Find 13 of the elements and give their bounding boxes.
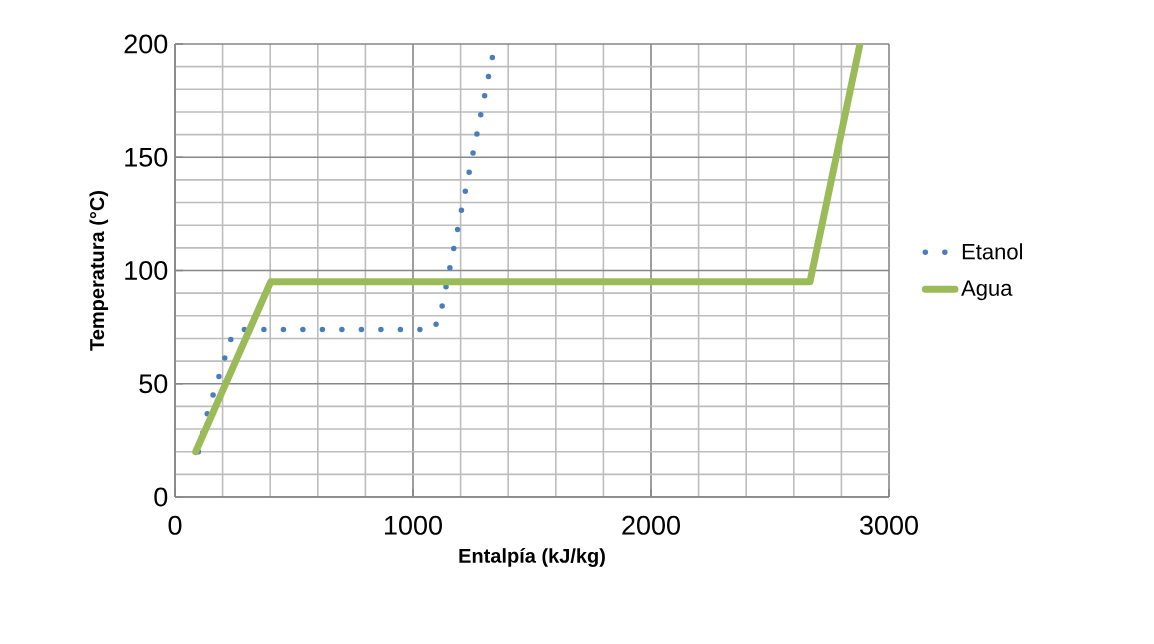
legend-label: Etanol: [962, 243, 1022, 260]
y-tick-label: 0: [154, 487, 168, 507]
x-axis-title: Entalpía (kJ/kg): [459, 547, 605, 567]
x-tick-label: 3000: [859, 515, 918, 535]
x-tick-label: 0: [168, 515, 182, 535]
y-axis-title: Temperatura (°C): [89, 191, 109, 351]
x-tick-label: 2000: [622, 515, 680, 535]
legend-label: Agua: [961, 280, 1013, 301]
y-tick-label: 200: [124, 34, 168, 54]
x-tick-label: 1000: [385, 515, 442, 535]
y-tick-label: 50: [139, 374, 168, 394]
y-tick-label: 100: [125, 260, 168, 281]
y-tick-label: 150: [125, 147, 168, 167]
